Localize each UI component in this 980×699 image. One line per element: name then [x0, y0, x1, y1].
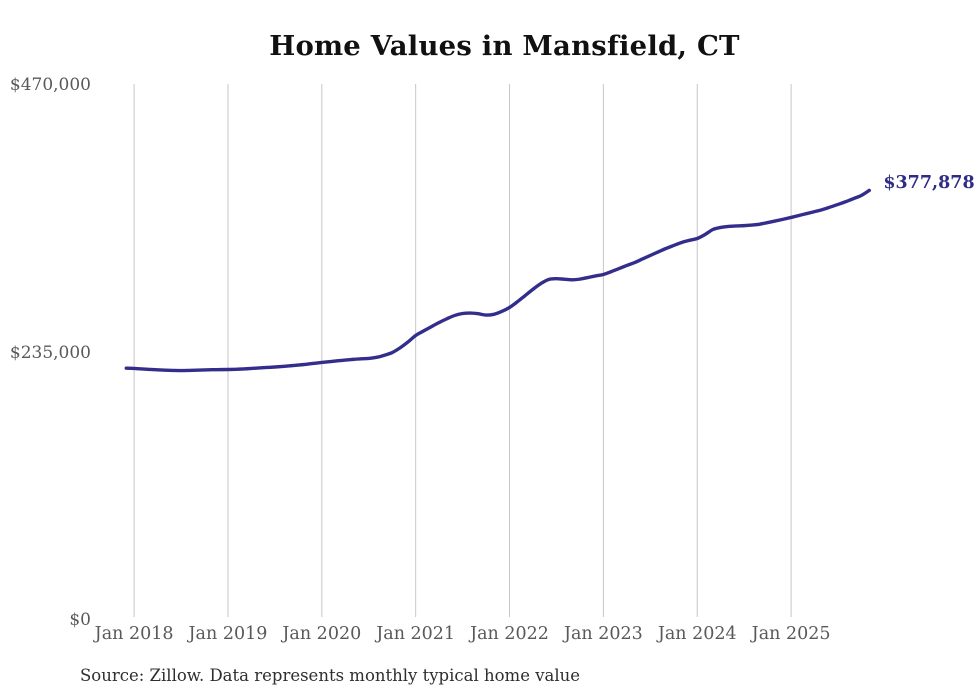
- x-axis-tick-label: Jan 2023: [563, 624, 643, 644]
- x-axis-tick-label: Jan 2019: [188, 624, 268, 644]
- y-axis-tick-label-max: $470,000: [9, 75, 91, 95]
- x-axis-tick-label: Jan 2018: [94, 624, 174, 644]
- chart-title: Home Values in Mansfield, CT: [269, 30, 740, 62]
- x-axis-tick-label: Jan 2025: [751, 624, 831, 644]
- home-value-trend-line: [124, 188, 872, 373]
- y-axis-tick-label-mid: $235,000: [9, 342, 91, 363]
- year-gridlines: [133, 84, 792, 617]
- x-axis-tick-label: Jan 2022: [470, 624, 549, 644]
- source-note: Source: Zillow. Data represents monthly …: [80, 666, 581, 685]
- y-axis-tick-label-zero: $0: [69, 610, 91, 630]
- x-axis-tick-label: Jan 2024: [657, 624, 737, 644]
- x-axis-tick-label: Jan 2020: [282, 624, 362, 644]
- x-axis-tick-label: Jan 2021: [376, 624, 456, 644]
- latest-value-label: $377,878: [883, 172, 975, 193]
